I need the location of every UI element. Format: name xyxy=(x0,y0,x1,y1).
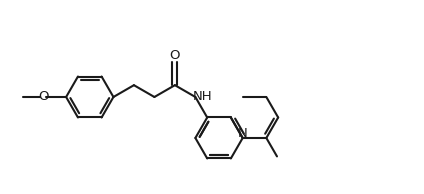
Text: O: O xyxy=(170,49,180,62)
Text: O: O xyxy=(38,90,49,104)
Text: N: N xyxy=(238,126,248,139)
Text: NH: NH xyxy=(192,89,212,102)
